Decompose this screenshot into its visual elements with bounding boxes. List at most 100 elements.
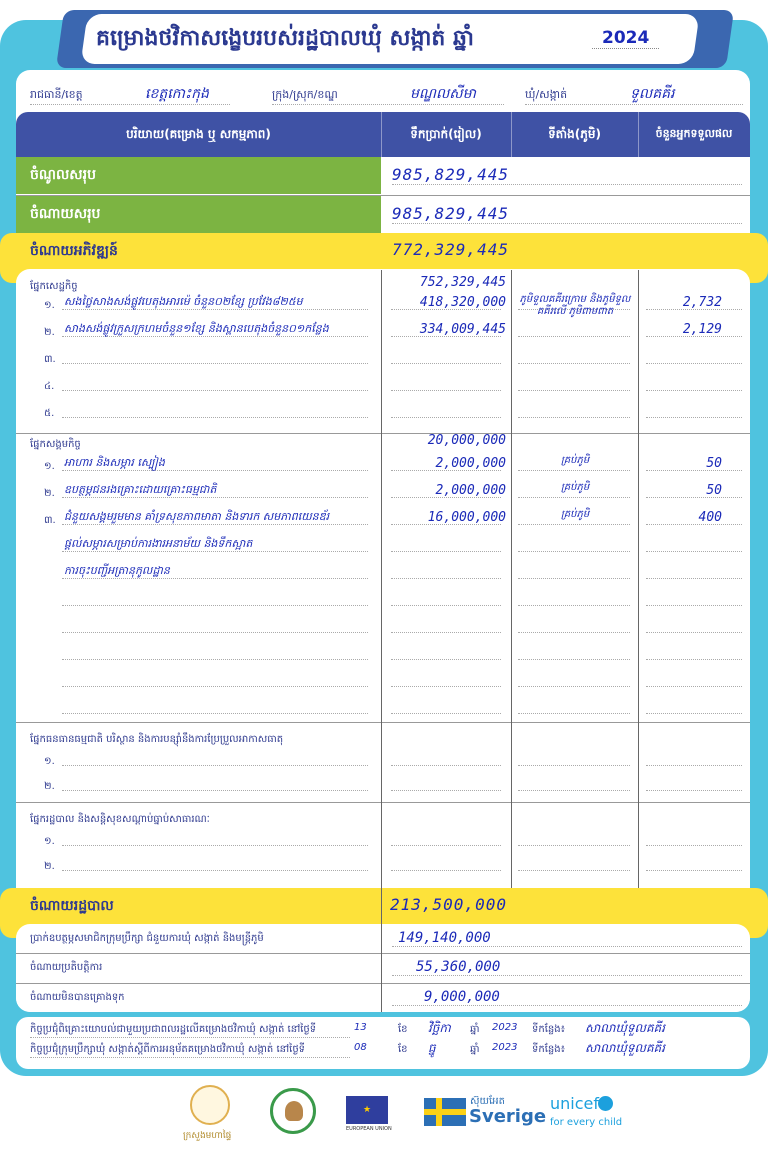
- column-divider: [381, 802, 382, 888]
- item-location: គ្រប់ភូមិ: [560, 455, 590, 466]
- province-value: ខេត្តកោះកុង: [145, 86, 209, 102]
- item-number: ២.: [44, 327, 55, 338]
- sweden-flag-icon: [424, 1098, 466, 1126]
- page-title: គម្រោងថវិកាសង្ខេបរបស់រដ្ឋបាលឃុំ សង្កាត់ …: [96, 26, 474, 51]
- meeting-place-label: ទីកន្លែង៖: [532, 1024, 565, 1035]
- item-number: ២.: [44, 781, 55, 792]
- column-divider: [638, 722, 639, 802]
- column-divider: [381, 433, 382, 722]
- dotted-line: [62, 578, 368, 579]
- eu-logo-text: EUROPEAN UNION: [346, 1126, 392, 1132]
- item-number: ៥.: [44, 408, 55, 419]
- dotted-line: [62, 870, 368, 871]
- dotted-line: [391, 497, 501, 498]
- dotted-line: [518, 713, 630, 714]
- dotted-line: [518, 686, 630, 687]
- column-divider: [511, 722, 512, 802]
- dotted-line: [62, 765, 368, 766]
- dotted-line: [646, 632, 742, 633]
- rooster-seal-icon: [270, 1088, 316, 1134]
- dotted-line: [646, 309, 742, 310]
- admin-row-amount: 55,360,000: [392, 959, 742, 976]
- dotted-line: [391, 765, 501, 766]
- dotted-line: [518, 870, 630, 871]
- dotted-line: [646, 363, 742, 364]
- item-amount: 2,000,000: [435, 483, 506, 498]
- dotted-line: [62, 336, 368, 337]
- dotted-line: [62, 632, 368, 633]
- commune-value: ទួលគគីរ: [630, 86, 675, 102]
- meeting-day: 13: [354, 1022, 367, 1033]
- admin-row-label: ចំណាយមិនបានគ្រោងទុក: [30, 992, 125, 1003]
- dotted-line: [391, 578, 501, 579]
- dotted-line: [518, 551, 630, 552]
- item-location: ភូមិទួលគគីរក្រោម និងភូមិទួលគគីរលើ ភូមិពា…: [519, 294, 631, 317]
- meeting-day: 08: [354, 1042, 367, 1053]
- divider: [16, 802, 750, 803]
- administration-body: [16, 924, 750, 1012]
- dotted-line: [518, 845, 630, 846]
- dotted-line: [391, 336, 501, 337]
- dotted-line: [646, 470, 742, 471]
- header-amount: ទឹកប្រាក់(រៀល): [410, 126, 482, 141]
- item-description: ឧបត្ថម្ភជនរងគ្រោះដោយគ្រោះធម្មជាតិ: [64, 483, 217, 496]
- ministry-seal-icon: [190, 1085, 230, 1125]
- header-beneficiaries: ចំនួនអ្នកទទួលផល: [655, 126, 733, 140]
- meeting-description: កិច្ចប្រជុំក្រុមប្រឹក្សាឃុំ សង្កាត់ស្តីព…: [30, 1042, 350, 1058]
- item-number: ១.: [44, 461, 55, 472]
- unicef-logo-text: unicef: [550, 1094, 599, 1113]
- dotted-line: [646, 686, 742, 687]
- column-divider: [511, 270, 512, 433]
- item-amount: 2,000,000: [435, 456, 506, 471]
- dotted-line: [391, 845, 501, 846]
- meeting-description: កិច្ចប្រជុំពិគ្រោះយោបល់ជាមួយប្រជាពលរដ្ឋល…: [30, 1022, 350, 1038]
- dotted-line: [391, 390, 501, 391]
- dotted-line: [646, 605, 742, 606]
- dotted-line: [518, 309, 630, 310]
- item-amount: 418,320,000: [419, 295, 506, 310]
- dotted-line: [518, 765, 630, 766]
- admin-row-label: ចំណាយប្រតិបត្តិការ: [30, 962, 103, 973]
- dotted-line: [391, 470, 501, 471]
- dotted-line: [518, 605, 630, 606]
- total-income-amount: 985,829,445: [392, 165, 742, 185]
- item-beneficiaries: 2,129: [682, 322, 722, 337]
- section-amount: 752,329,445: [419, 275, 506, 290]
- meeting-month: ធ្នូ: [428, 1041, 436, 1055]
- sweden-logo-khmer: ស៊ុយអែត: [470, 1096, 505, 1107]
- column-divider: [638, 270, 639, 433]
- section-title: ផ្នែកសេដ្ឋកិច្ច: [30, 281, 78, 292]
- dotted-line: [391, 605, 501, 606]
- unicef-globe-icon: [598, 1096, 613, 1111]
- administration-amount: 213,500,000: [390, 895, 507, 914]
- item-amount: 16,000,000: [427, 510, 506, 525]
- dotted-line: [518, 524, 630, 525]
- column-divider: [511, 433, 512, 722]
- divider: [16, 953, 750, 954]
- meeting-year-label: ឆ្នាំ: [470, 1044, 480, 1055]
- dotted-line: [518, 363, 630, 364]
- dotted-line: [62, 363, 368, 364]
- ministry-logo-text: ក្រសួងមហាផ្ទៃ: [183, 1131, 232, 1141]
- dotted-line: [646, 551, 742, 552]
- sweden-logo-text: Sverige: [469, 1106, 547, 1127]
- dotted-line: [518, 790, 630, 791]
- item-number: ១.: [44, 836, 55, 847]
- total-expense-label: ចំណាយសរុប: [16, 196, 381, 233]
- item-number: ១.: [44, 300, 55, 311]
- header-description: បរិយាយ(គម្រោង ឬ សកម្មភាព): [126, 126, 271, 141]
- item-number: ១.: [44, 756, 55, 767]
- column-divider: [381, 924, 382, 1012]
- meeting-month-label: ខែ: [398, 1044, 408, 1055]
- dotted-line: [62, 790, 368, 791]
- development-body: [16, 269, 750, 889]
- meeting-month: វិច្ឆិកា: [428, 1021, 451, 1035]
- dotted-line: [646, 765, 742, 766]
- dotted-line: [391, 309, 501, 310]
- dotted-line: [62, 605, 368, 606]
- administration-label: ចំណាយរដ្ឋបាល: [30, 897, 114, 914]
- item-amount: 334,009,445: [419, 322, 506, 337]
- section-title: ផ្នែករដ្ឋបាល និងសន្តិសុខសណ្តាប់ធ្នាប់សាធ…: [30, 814, 210, 825]
- item-number: ៤.: [44, 381, 55, 392]
- district-label: ក្រុង/ស្រុក/ខណ្ឌ: [272, 88, 504, 105]
